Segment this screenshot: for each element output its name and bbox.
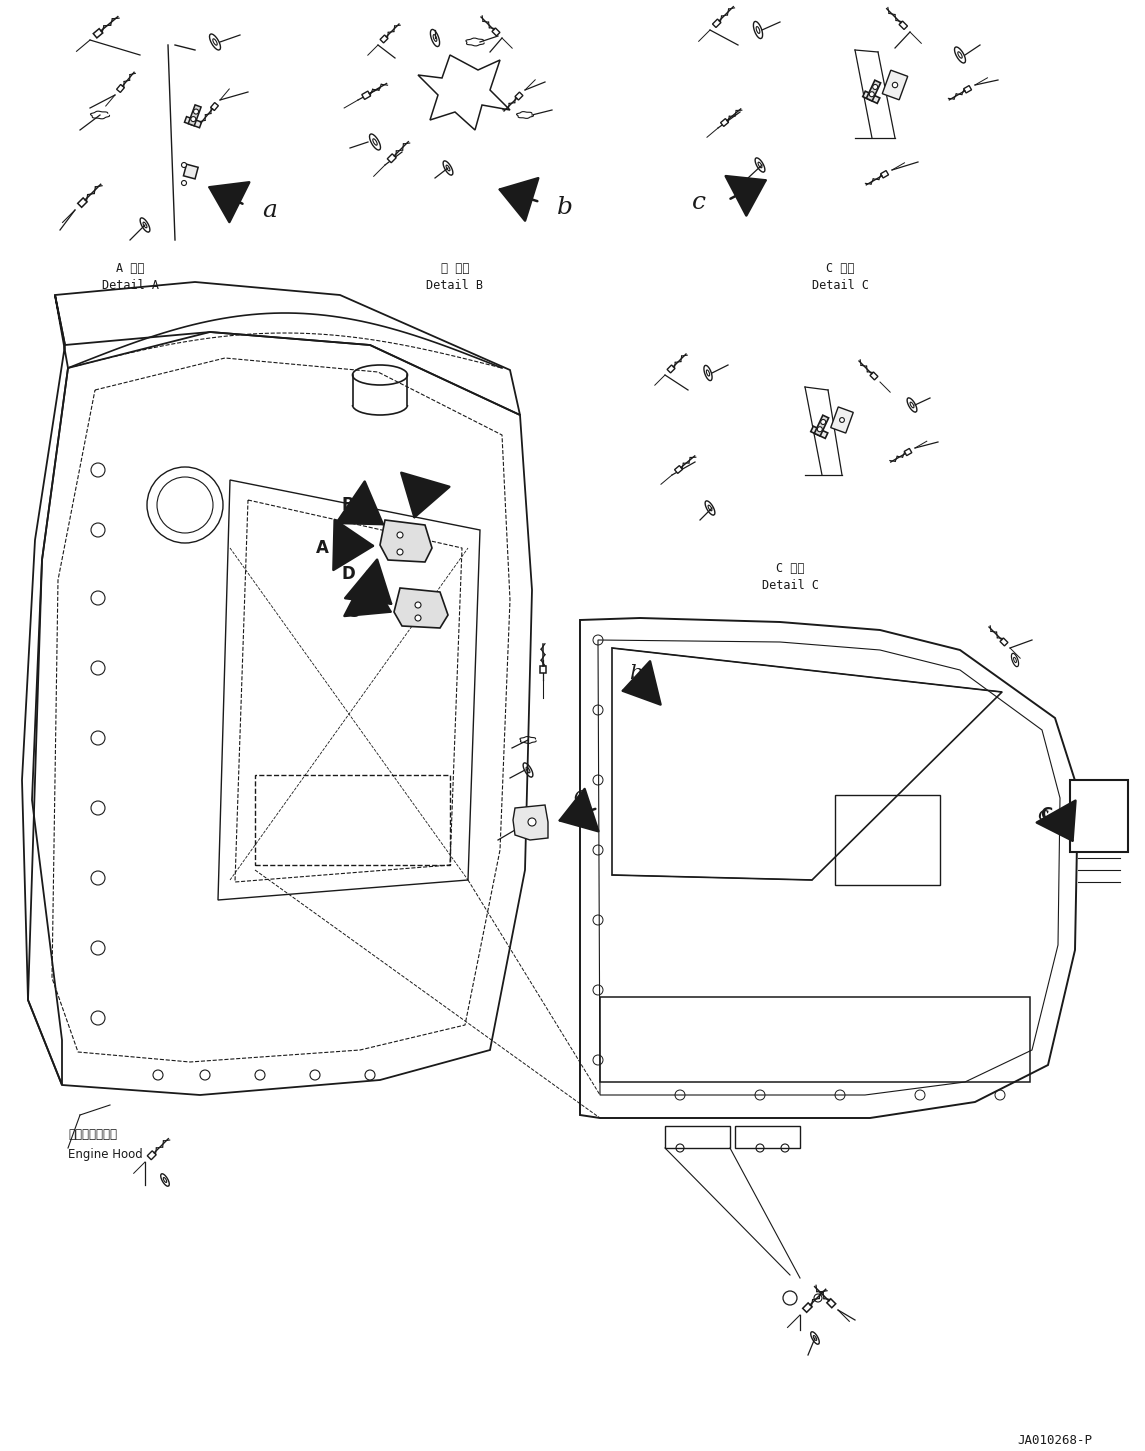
Polygon shape xyxy=(814,415,829,435)
Circle shape xyxy=(528,818,536,826)
Polygon shape xyxy=(811,427,828,438)
Circle shape xyxy=(194,109,198,115)
Polygon shape xyxy=(905,448,911,456)
Circle shape xyxy=(869,91,875,97)
Polygon shape xyxy=(148,1151,156,1159)
Text: A 詳細
Detail A: A 詳細 Detail A xyxy=(102,263,158,292)
Circle shape xyxy=(182,163,187,167)
Text: JA010268-P: JA010268-P xyxy=(1018,1434,1092,1447)
Bar xyxy=(1069,781,1128,852)
Polygon shape xyxy=(93,29,103,38)
Polygon shape xyxy=(513,805,548,840)
Text: C: C xyxy=(346,604,358,621)
Circle shape xyxy=(892,83,898,87)
Circle shape xyxy=(872,84,878,90)
Polygon shape xyxy=(720,119,728,126)
Bar xyxy=(255,775,450,865)
Polygon shape xyxy=(184,116,202,128)
Text: A: A xyxy=(316,538,329,557)
Polygon shape xyxy=(862,91,879,103)
Polygon shape xyxy=(867,80,881,102)
Text: Engine Hood: Engine Hood xyxy=(68,1148,143,1161)
Circle shape xyxy=(821,419,826,425)
Polygon shape xyxy=(803,1303,812,1312)
Polygon shape xyxy=(881,171,889,178)
Text: C 詳細
Detail C: C 詳細 Detail C xyxy=(761,562,819,592)
Circle shape xyxy=(839,418,844,422)
Circle shape xyxy=(397,533,403,538)
Bar xyxy=(665,1126,731,1148)
Text: b: b xyxy=(556,196,572,219)
Polygon shape xyxy=(883,70,908,100)
Polygon shape xyxy=(117,84,125,93)
Text: c: c xyxy=(1037,805,1048,824)
Text: C 詳細
Detail C: C 詳細 Detail C xyxy=(812,263,869,292)
Text: エンジンフード: エンジンフード xyxy=(68,1127,117,1140)
Bar xyxy=(835,795,940,885)
Text: C: C xyxy=(1040,805,1052,824)
Polygon shape xyxy=(78,197,87,207)
Text: c: c xyxy=(692,190,706,213)
Polygon shape xyxy=(870,371,878,380)
Circle shape xyxy=(397,548,403,554)
Polygon shape xyxy=(362,91,371,100)
Bar xyxy=(600,997,1030,1082)
Bar xyxy=(735,1126,800,1148)
Polygon shape xyxy=(712,19,721,28)
Circle shape xyxy=(818,427,822,432)
Polygon shape xyxy=(492,28,500,36)
Polygon shape xyxy=(418,55,510,131)
Text: a: a xyxy=(574,785,586,804)
Polygon shape xyxy=(515,91,523,100)
Polygon shape xyxy=(964,86,972,93)
Polygon shape xyxy=(387,154,396,163)
Polygon shape xyxy=(1000,638,1008,646)
Text: a: a xyxy=(262,199,277,222)
Polygon shape xyxy=(188,104,202,126)
Polygon shape xyxy=(899,22,908,29)
Circle shape xyxy=(191,116,196,122)
Text: B: B xyxy=(341,496,354,514)
Text: D: D xyxy=(341,564,355,583)
Polygon shape xyxy=(394,588,448,628)
Polygon shape xyxy=(380,35,388,44)
Polygon shape xyxy=(211,103,219,110)
Text: 日 詳細
Detail B: 日 詳細 Detail B xyxy=(426,263,483,292)
Text: b: b xyxy=(629,663,642,682)
Polygon shape xyxy=(674,466,682,473)
Polygon shape xyxy=(831,406,853,432)
Polygon shape xyxy=(668,366,676,373)
Polygon shape xyxy=(380,519,432,562)
Circle shape xyxy=(414,615,421,621)
Circle shape xyxy=(414,602,421,608)
Circle shape xyxy=(182,180,187,186)
Polygon shape xyxy=(827,1299,836,1307)
Polygon shape xyxy=(540,666,546,673)
Polygon shape xyxy=(183,164,198,178)
